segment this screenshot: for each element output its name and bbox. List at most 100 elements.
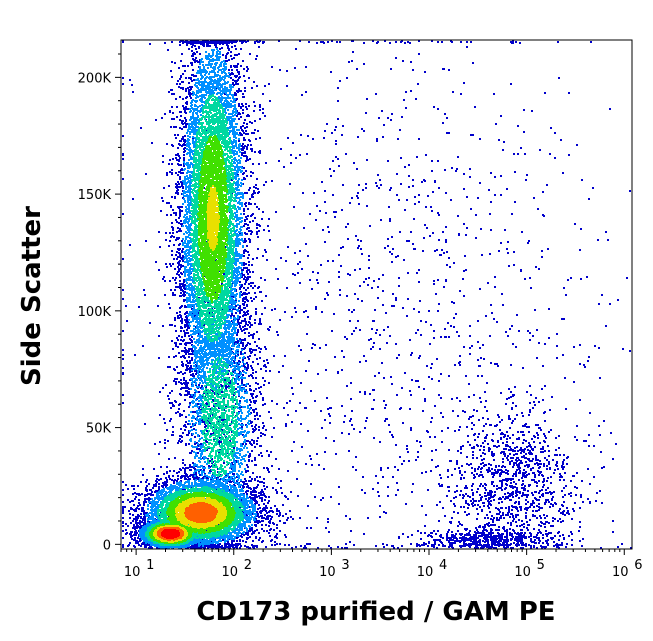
- scatter-point: [250, 297, 252, 299]
- scatter-point: [529, 385, 531, 387]
- scatter-point: [266, 359, 268, 361]
- scatter-point: [125, 523, 127, 525]
- scatter-point: [341, 432, 343, 434]
- scatter-point: [433, 106, 435, 108]
- scatter-point: [545, 521, 547, 523]
- scatter-point: [458, 467, 460, 469]
- scatter-point: [492, 440, 494, 442]
- scatter-point: [255, 58, 257, 60]
- scatter-point: [555, 437, 557, 439]
- scatter-point: [251, 150, 253, 152]
- scatter-point: [571, 518, 573, 520]
- scatter-point: [540, 448, 542, 450]
- scatter-point: [513, 542, 515, 544]
- scatter-point: [535, 542, 537, 544]
- scatter-point: [316, 205, 318, 207]
- scatter-point: [262, 404, 264, 406]
- scatter-point: [273, 427, 275, 429]
- scatter-point: [453, 317, 455, 319]
- scatter-point: [563, 479, 565, 481]
- scatter-point: [482, 452, 484, 454]
- scatter-point: [498, 445, 500, 447]
- scatter-point: [479, 138, 481, 140]
- scatter-point: [256, 443, 258, 445]
- scatter-point: [479, 542, 481, 544]
- scatter-point: [570, 277, 572, 279]
- scatter-point: [567, 510, 569, 512]
- scatter-point: [158, 453, 160, 455]
- scatter-point: [180, 371, 182, 373]
- scatter-point: [330, 175, 332, 177]
- scatter-point: [474, 504, 476, 506]
- scatter-point: [483, 544, 485, 546]
- scatter-point: [284, 544, 286, 546]
- scatter-point: [365, 278, 367, 280]
- scatter-point: [434, 181, 436, 183]
- scatter-point: [297, 263, 299, 265]
- scatter-point: [166, 172, 168, 174]
- scatter-point: [175, 126, 177, 128]
- scatter-point: [184, 284, 186, 286]
- scatter-point: [513, 153, 515, 155]
- scatter-point: [537, 532, 539, 534]
- scatter-point: [568, 535, 570, 537]
- scatter-point: [487, 524, 489, 526]
- scatter-point: [259, 291, 261, 293]
- scatter-point: [514, 447, 516, 449]
- scatter-point: [453, 503, 455, 505]
- scatter-point: [440, 397, 442, 399]
- scatter-point: [561, 490, 563, 492]
- scatter-point: [571, 539, 573, 541]
- scatter-point: [169, 470, 171, 472]
- scatter-point: [362, 189, 364, 191]
- scatter-point: [542, 537, 544, 539]
- scatter-point: [395, 57, 397, 59]
- scatter-point: [317, 373, 319, 375]
- scatter-point: [291, 316, 293, 318]
- scatter-point: [397, 469, 399, 471]
- scatter-point: [256, 257, 258, 259]
- scatter-point: [528, 442, 530, 444]
- scatter-point: [338, 165, 340, 167]
- scatter-point: [337, 118, 339, 120]
- scatter-point: [556, 454, 558, 456]
- scatter-point: [392, 248, 394, 250]
- scatter-point: [268, 532, 270, 534]
- scatter-point: [433, 337, 435, 339]
- scatter-point: [266, 259, 268, 261]
- scatter-point: [359, 329, 361, 331]
- scatter-point: [411, 379, 413, 381]
- scatter-point: [526, 446, 528, 448]
- scatter-point: [469, 168, 471, 170]
- scatter-point: [256, 55, 258, 57]
- scatter-point: [497, 365, 499, 367]
- scatter-point: [368, 259, 370, 261]
- scatter-point: [268, 230, 270, 232]
- scatter-point: [410, 394, 412, 396]
- scatter-point: [410, 61, 412, 63]
- scatter-point: [348, 309, 350, 311]
- scatter-point: [410, 354, 412, 356]
- scatter-point: [258, 208, 260, 210]
- scatter-point: [518, 438, 520, 440]
- scatter-point: [429, 235, 431, 237]
- scatter-point: [554, 454, 556, 456]
- scatter-point: [269, 326, 271, 328]
- scatter-point: [554, 535, 556, 537]
- scatter-point: [359, 361, 361, 363]
- scatter-point: [456, 460, 458, 462]
- scatter-point: [526, 174, 528, 176]
- scatter-point: [376, 140, 378, 142]
- scatter-point: [285, 513, 287, 515]
- scatter-point: [563, 537, 565, 539]
- scatter-point: [251, 544, 253, 546]
- scatter-point: [243, 68, 245, 70]
- scatter-point: [412, 483, 414, 485]
- scatter-point: [465, 502, 467, 504]
- scatter-point: [514, 201, 516, 203]
- scatter-point: [481, 509, 483, 511]
- scatter-point: [402, 60, 404, 62]
- scatter-point: [275, 268, 277, 270]
- scatter-point: [172, 145, 174, 147]
- scatter-point: [528, 536, 530, 538]
